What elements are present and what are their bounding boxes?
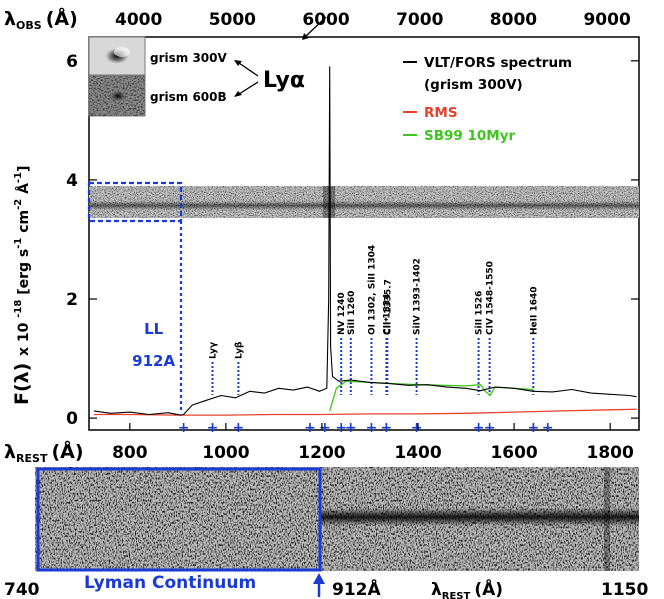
y-tick-label-1: 2: [66, 290, 78, 310]
bottom-tick-label-0: 800: [112, 443, 148, 463]
line-plus-13: +: [542, 420, 554, 436]
line-plus-1: +: [207, 420, 219, 436]
line-label-ll-2: 912A: [132, 352, 175, 370]
lya-top-arrow: [304, 16, 327, 38]
bottom-axis: λREST (Å) 800 1000 1200 1400 1600 1800: [4, 423, 634, 465]
line-label-4: SiII 1260: [347, 291, 357, 335]
legend-label-spectrum-2: (grism 300V): [424, 77, 523, 93]
lya-label: Lyα: [263, 68, 305, 93]
line-plus-5: +: [335, 420, 347, 436]
spectral-line-markers: LL 912A Lyγ Lyβ NV 1240 SiII 1260 OI 1302, SiI…: [132, 245, 539, 395]
top-tick-label-3: 7000: [396, 10, 443, 30]
line-plus-7: +: [366, 420, 378, 436]
bottom-tick-label-5: 1800: [587, 443, 634, 463]
legend-label-sb99: SB99 10Myr: [424, 128, 516, 144]
line-plus-0: +: [178, 420, 190, 436]
line-label-11: HeII 1640: [529, 286, 539, 335]
line-plus-6: +: [345, 420, 357, 436]
lyman-limit-box: [87, 181, 183, 223]
legend-label-spectrum: VLT/FORS spectrum: [424, 55, 572, 71]
y-axis-label: F(λ) x 10 -18 [erg s-1 cm-2 Å-1]: [11, 166, 33, 405]
line-label-6: CII 1334: [382, 294, 392, 335]
series-layer: [93, 66, 637, 416]
line-plus-3: +: [304, 420, 316, 436]
line-label-10: CIV 1548-1550: [486, 261, 496, 335]
grism-300v-label: grism 300V: [150, 51, 227, 65]
line-label-5: OI 1302, SiII 1304: [367, 245, 377, 335]
line-label-2: Lyβ: [234, 341, 244, 359]
line-label-3: NV 1240: [337, 292, 347, 335]
bottom-rest-axis-label: λREST (Å): [431, 577, 503, 599]
spectrum-2d-strip: [89, 186, 639, 218]
legend-label-rms: RMS: [424, 105, 458, 121]
line-plus-4: +: [319, 420, 331, 436]
top-tick-label-5: 9000: [583, 10, 630, 30]
top-axis-ticks: 4000 5000 6000 7000 8000 9000: [115, 10, 631, 44]
line-label-1: Lyγ: [208, 342, 218, 359]
line-label-ll: LL: [144, 320, 164, 338]
bottom-axis-label: λREST (Å): [4, 439, 84, 465]
series-0-line: [93, 66, 637, 416]
top-tick-label-1: 5000: [209, 10, 256, 30]
line-label-8: SiIV 1393-1402: [413, 258, 423, 335]
bottom-tick-label-4: 1600: [490, 443, 537, 463]
legend: VLT/FORS spectrum (grism 300V) RMS SB99 …: [403, 55, 572, 144]
line-label-9: SiII 1526: [475, 291, 485, 335]
bottom-left-value: 740: [4, 580, 40, 599]
line-label-7: CII* 1335.7: [383, 279, 393, 335]
y-tick-label-3: 6: [66, 52, 78, 72]
bottom-axis-ticks: 800 1000 1200 1400 1600 1800: [112, 423, 634, 463]
bottom-tick-label-1: 1000: [202, 443, 249, 463]
line-plus-2: +: [233, 420, 245, 436]
top-tick-label-4: 8000: [490, 10, 537, 30]
lyman-continuum-box: [36, 467, 322, 572]
bottom-912-label: 912Å: [332, 577, 381, 599]
bottom-tick-label-2: 1200: [298, 443, 345, 463]
line-plus-10: +: [473, 420, 485, 436]
top-tick-label-0: 4000: [115, 10, 162, 30]
top-axis: λOBS (Å) 4000 5000 6000 7000 8000 9000: [4, 6, 631, 44]
line-plus-12: +: [527, 420, 539, 436]
lyman-continuum-label: Lyman Continuum: [84, 573, 256, 593]
912-arrow-head: [313, 573, 325, 584]
y-tick-label-2: 4: [66, 171, 78, 191]
line-plus-11: +: [484, 420, 496, 436]
top-axis-label: λOBS (Å): [4, 6, 78, 32]
bottom-right-value: 1150: [601, 580, 648, 599]
grism-600b-label: grism 600B: [150, 90, 227, 104]
line-plus-9: +: [411, 420, 423, 436]
line-plus-8: +: [380, 420, 392, 436]
bottom-2d-spectrum: [35, 467, 639, 572]
grism-stamps: [88, 36, 146, 117]
y-axis-ticks: 0 2 4 6: [66, 52, 639, 429]
top-tick-label-2: 6000: [302, 10, 349, 30]
y-tick-label-0: 0: [66, 409, 78, 429]
bottom-tick-label-3: 1400: [394, 443, 441, 463]
series-2-line: [329, 380, 534, 412]
line-marker-row: + + + + + ++ + + + + + + +: [178, 420, 554, 436]
